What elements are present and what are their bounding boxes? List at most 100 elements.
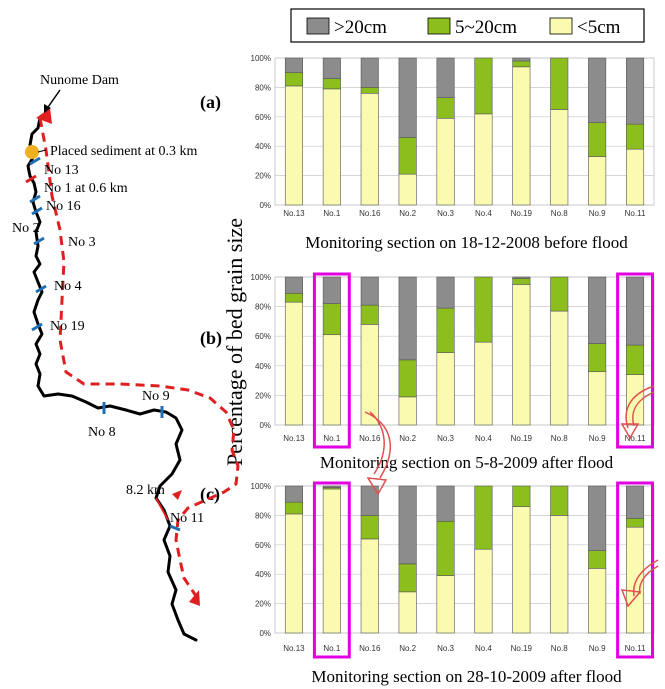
x-tick-label: No.19 (511, 434, 533, 443)
bar-segment (284, 292, 303, 303)
legend-swatch-medium (427, 17, 451, 35)
x-tick-label: No.2 (399, 644, 416, 653)
bar-segment (322, 88, 341, 206)
y-tick-label: 80% (255, 511, 271, 520)
y-tick-label: 40% (255, 362, 271, 371)
y-tick-label: 60% (255, 332, 271, 341)
x-tick-label: No.1 (323, 209, 340, 218)
legend-frame (290, 8, 645, 43)
x-tick-label: No.8 (551, 434, 568, 443)
bar-segment (360, 92, 379, 206)
label-no9: No 9 (142, 389, 170, 404)
bar-segment (398, 173, 417, 206)
bar-segment (512, 276, 531, 279)
label-no19: No 19 (50, 319, 85, 334)
km82-pointer (155, 497, 169, 521)
bar-segment (588, 343, 607, 373)
sediment-pointer (37, 149, 47, 153)
panel-caption: Monitoring section on 28-10-2009 after f… (311, 667, 622, 686)
highlight-box (616, 272, 654, 449)
x-tick-label: No.19 (511, 644, 533, 653)
bar-segment (436, 352, 455, 426)
bar-segment (588, 550, 607, 569)
bar-segment (398, 276, 417, 361)
bar-segment (436, 575, 455, 634)
chart-panel-c: 0% 20% 40% 60% 80% 100% No.13 No.1 No.16 No.2 No.3… (251, 481, 655, 686)
bar-segment (360, 538, 379, 634)
bar-segment (626, 123, 645, 150)
transport-arrow-no11-c-head (620, 589, 642, 608)
section-tick-no16 (29, 194, 41, 204)
bar-segment (588, 568, 607, 634)
bar-segment (512, 485, 531, 507)
bar-segment (512, 278, 531, 285)
label-no11: No 11 (170, 511, 204, 526)
x-tick-label: No.1 (323, 434, 340, 443)
bar-segment (436, 117, 455, 206)
y-tick-label: 60% (255, 113, 271, 122)
label-no8: No 8 (88, 425, 116, 440)
river-line (26, 116, 198, 642)
bar-segment (626, 526, 645, 634)
bar-segment (550, 310, 569, 426)
bar-segment (360, 324, 379, 426)
legend: >20cm 5~20cm <5cm (290, 8, 645, 43)
label-no1: No 1 at 0.6 km (44, 181, 128, 196)
x-tick-label: No.16 (359, 209, 381, 218)
bar-segment (284, 85, 303, 206)
bar-segment (398, 485, 417, 565)
x-tick-label: No.9 (589, 434, 606, 443)
y-axis-label: Percentage of bed grain size (222, 218, 247, 466)
legend-swatch-coarse (306, 17, 330, 35)
label-no4: No 4 (54, 279, 82, 294)
section-tick-no2 (31, 206, 43, 216)
bar-segment (398, 57, 417, 138)
label-8-2km: 8.2 km (126, 483, 165, 498)
x-tick-label: No.11 (625, 209, 646, 218)
x-tick-label: No.4 (475, 209, 492, 218)
x-tick-label: No.19 (511, 209, 533, 218)
bar-segment (474, 341, 493, 426)
highlight-box (312, 272, 351, 449)
section-tick-no3 (33, 236, 45, 246)
bar-segment (284, 276, 303, 294)
bar-segment (588, 371, 607, 426)
river-map: Nunome Dam Placed sediment at 0.3 km No … (12, 73, 240, 642)
bar-segment (550, 515, 569, 634)
bar-segment (398, 396, 417, 426)
bar-segment (360, 304, 379, 325)
transport-arrows (364, 385, 659, 608)
bar-segment (626, 276, 645, 346)
label-no16: No 16 (46, 199, 81, 214)
y-tick-label: 100% (251, 482, 271, 491)
bar-segment (436, 57, 455, 98)
panel-caption: Monitoring section on 5-8-2009 after flo… (320, 453, 614, 472)
bar-segment (284, 57, 303, 73)
section-tick-no1 (25, 174, 37, 184)
bar-segment (550, 57, 569, 110)
y-tick-label: 0% (259, 629, 271, 638)
bar-segment (588, 485, 607, 551)
bar-segment (322, 78, 341, 90)
transport-arrow-no16-head (366, 477, 388, 496)
bar-segment (436, 485, 455, 522)
bar-segment (626, 518, 645, 528)
route-arrow-head-2 (172, 490, 182, 500)
bar-segment (360, 276, 379, 306)
label-no13: No 13 (44, 163, 79, 178)
bar-segment (550, 276, 569, 312)
route-arrow-head (189, 590, 200, 606)
label-no3: No 3 (68, 235, 96, 250)
bar-segment (588, 122, 607, 157)
x-tick-label: No.11 (625, 434, 646, 443)
bar-segment (360, 87, 379, 94)
bar-segment (474, 548, 493, 634)
y-tick-label: 80% (255, 303, 271, 312)
dam-pointer-arrow-head (44, 104, 51, 113)
bar-segment (398, 591, 417, 634)
bar-segment (626, 344, 645, 375)
sediment-route (38, 117, 240, 597)
x-tick-label: No.11 (625, 644, 646, 653)
y-tick-label: 40% (255, 142, 271, 151)
bar-segment (322, 488, 341, 634)
